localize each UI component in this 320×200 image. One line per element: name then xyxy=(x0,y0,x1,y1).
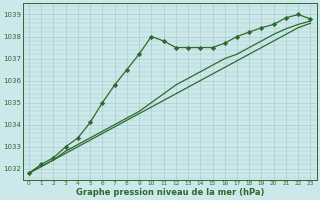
X-axis label: Graphe pression niveau de la mer (hPa): Graphe pression niveau de la mer (hPa) xyxy=(76,188,264,197)
